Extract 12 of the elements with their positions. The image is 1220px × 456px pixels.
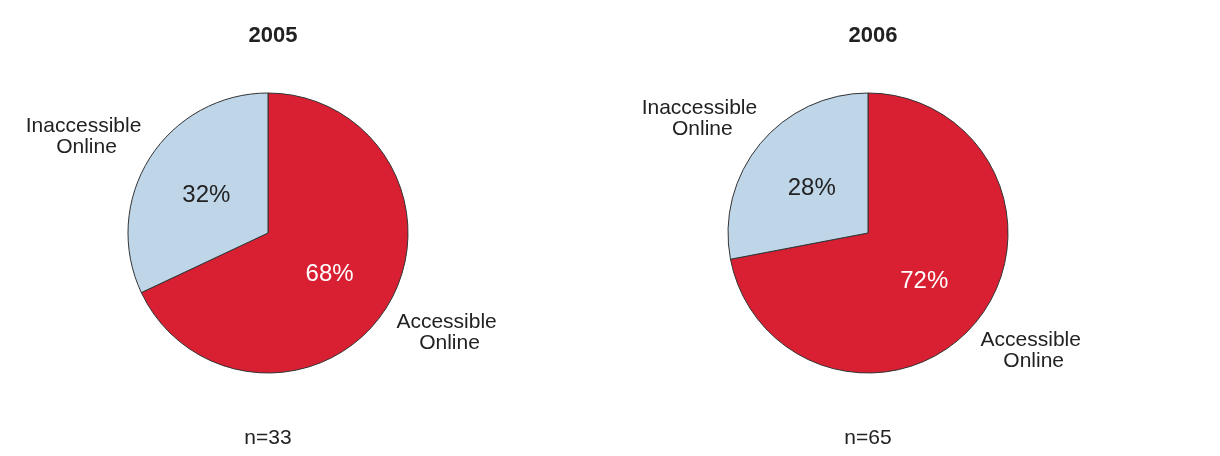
data-label: 32% bbox=[182, 180, 231, 208]
chart-title: 2005 bbox=[248, 21, 298, 47]
data-label: 28% bbox=[787, 172, 836, 200]
slice-label: Inaccessible Online bbox=[641, 94, 764, 139]
chart-title: 2006 bbox=[848, 21, 898, 47]
data-label: 68% bbox=[305, 258, 354, 286]
slice-label: Accessible Online bbox=[980, 327, 1087, 372]
data-label: 72% bbox=[900, 266, 949, 294]
slice-label: Accessible Online bbox=[396, 308, 503, 353]
text: n=33 bbox=[244, 424, 292, 448]
slice-label: Inaccessible Online bbox=[25, 113, 148, 158]
text: n=65 bbox=[844, 424, 892, 448]
